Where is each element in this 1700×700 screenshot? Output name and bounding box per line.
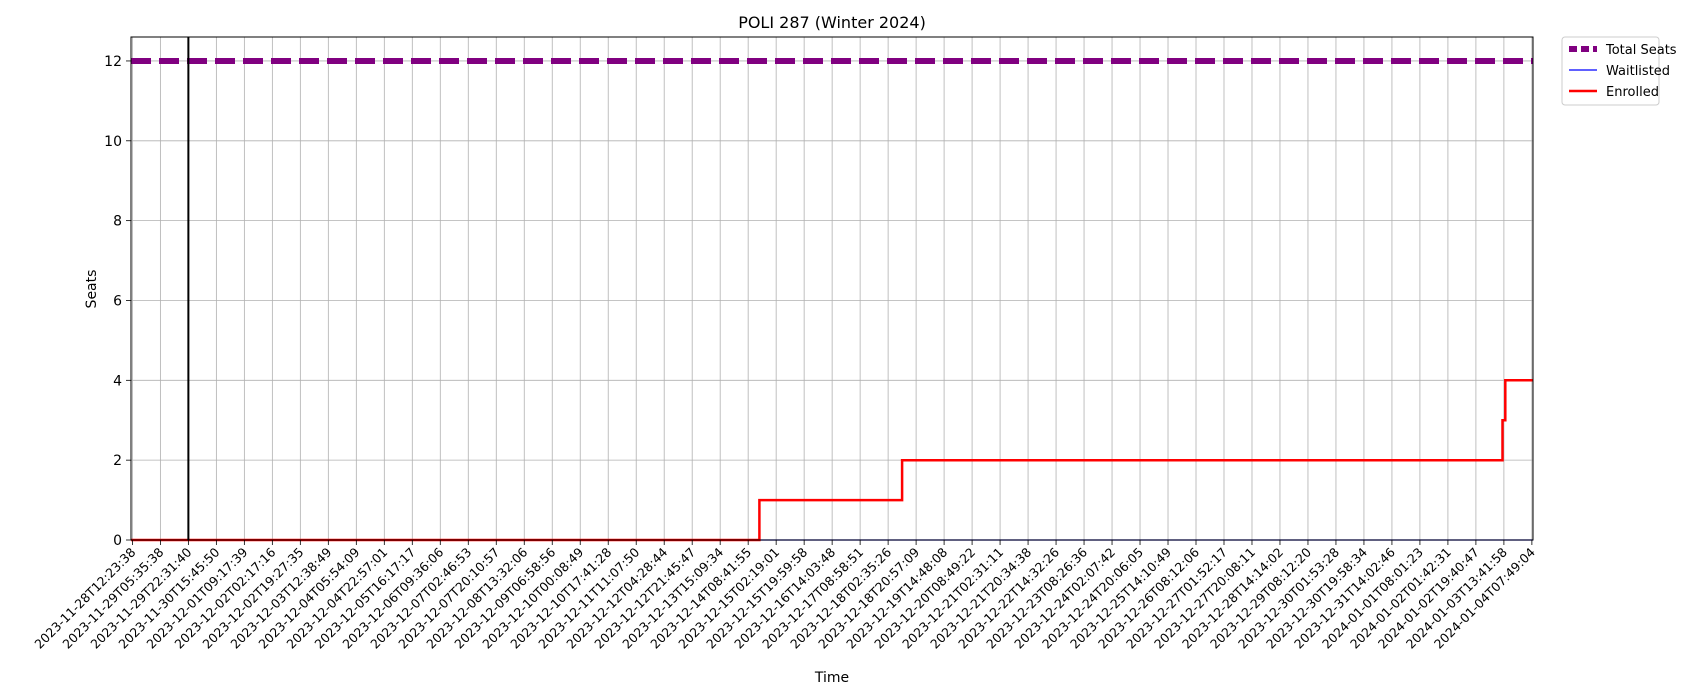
- y-tick-label: 8: [113, 214, 122, 230]
- y-tick-label: 12: [104, 54, 122, 70]
- legend-label: Total Seats: [1605, 43, 1677, 58]
- y-tick-label: 2: [113, 453, 122, 469]
- legend-label: Enrolled: [1606, 85, 1659, 100]
- x-axis-label: Time: [814, 670, 849, 686]
- y-tick-label: 4: [113, 373, 122, 389]
- grid: [131, 37, 1533, 541]
- legend-frame: [1561, 36, 1660, 106]
- legend: Total Seats Waitlisted Enrolled: [1561, 36, 1677, 106]
- y-axis-label: Seats: [84, 270, 100, 309]
- y-axis: 0 2 4 6 8 10 12: [104, 54, 131, 549]
- chart-title: POLI 287 (Winter 2024): [738, 13, 926, 32]
- series-line-enrolled: [131, 379, 1533, 542]
- y-tick-label: 10: [104, 134, 122, 150]
- y-tick-label: 0: [113, 533, 122, 549]
- x-axis: 2023-11-28T12:23:382023-11-29T05:35:3820…: [31, 540, 1538, 652]
- y-tick-label: 6: [113, 293, 122, 309]
- legend-label: Waitlisted: [1606, 64, 1670, 79]
